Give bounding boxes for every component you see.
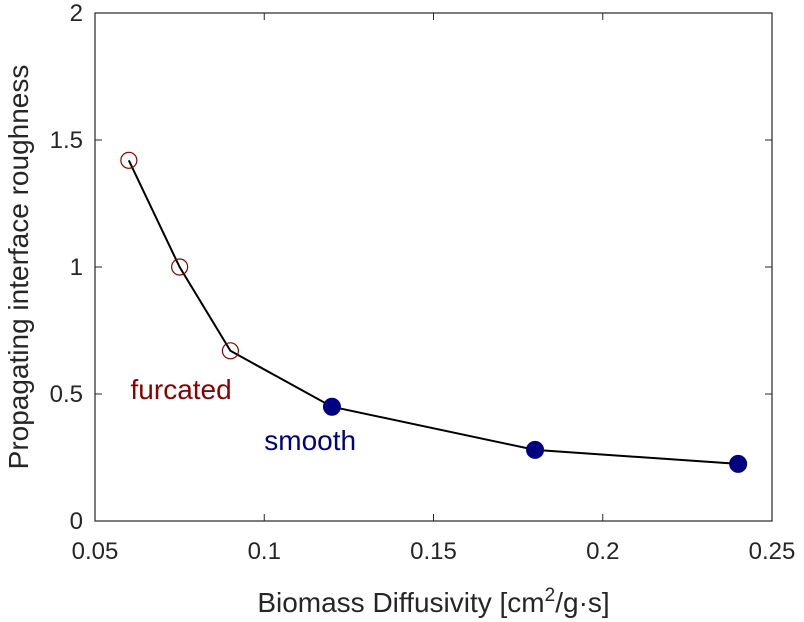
markers-group [120,151,748,473]
furcated-point [120,151,138,169]
series-line-group [127,159,739,465]
furcated-label: furcated [131,374,232,405]
smooth-label: smooth [264,425,356,456]
annotations-group: furcated smooth [131,374,357,456]
y-tick-label: 1 [70,254,83,281]
y-tick-label: 0.5 [50,381,83,408]
y-tick-label: 0 [70,508,83,535]
y-axis-title: Propagating interface roughness [3,65,34,470]
smooth-point [526,440,545,459]
x-tick-label: 0.15 [410,538,457,565]
furcated-point [221,342,239,360]
plot-area [94,12,773,522]
x-tick-label: 0.05 [72,538,119,565]
x-tick-label: 0.25 [749,538,796,565]
x-tick-label: 0.2 [586,538,619,565]
x-tick-label: 0.1 [248,538,281,565]
smooth-point [729,454,748,473]
y-tick-label: 1.5 [50,127,83,154]
tick-labels: 0.05 0.1 0.15 0.2 0.25 0 0.5 1 1.5 2 [50,0,796,565]
smooth-point [322,397,341,416]
tick-marks [94,12,773,522]
furcated-point [171,258,189,276]
y-tick-label: 2 [70,0,83,27]
series-line [127,159,739,465]
x-axis-title: Biomass Diffusivity [cm2/g·s] [257,585,609,618]
